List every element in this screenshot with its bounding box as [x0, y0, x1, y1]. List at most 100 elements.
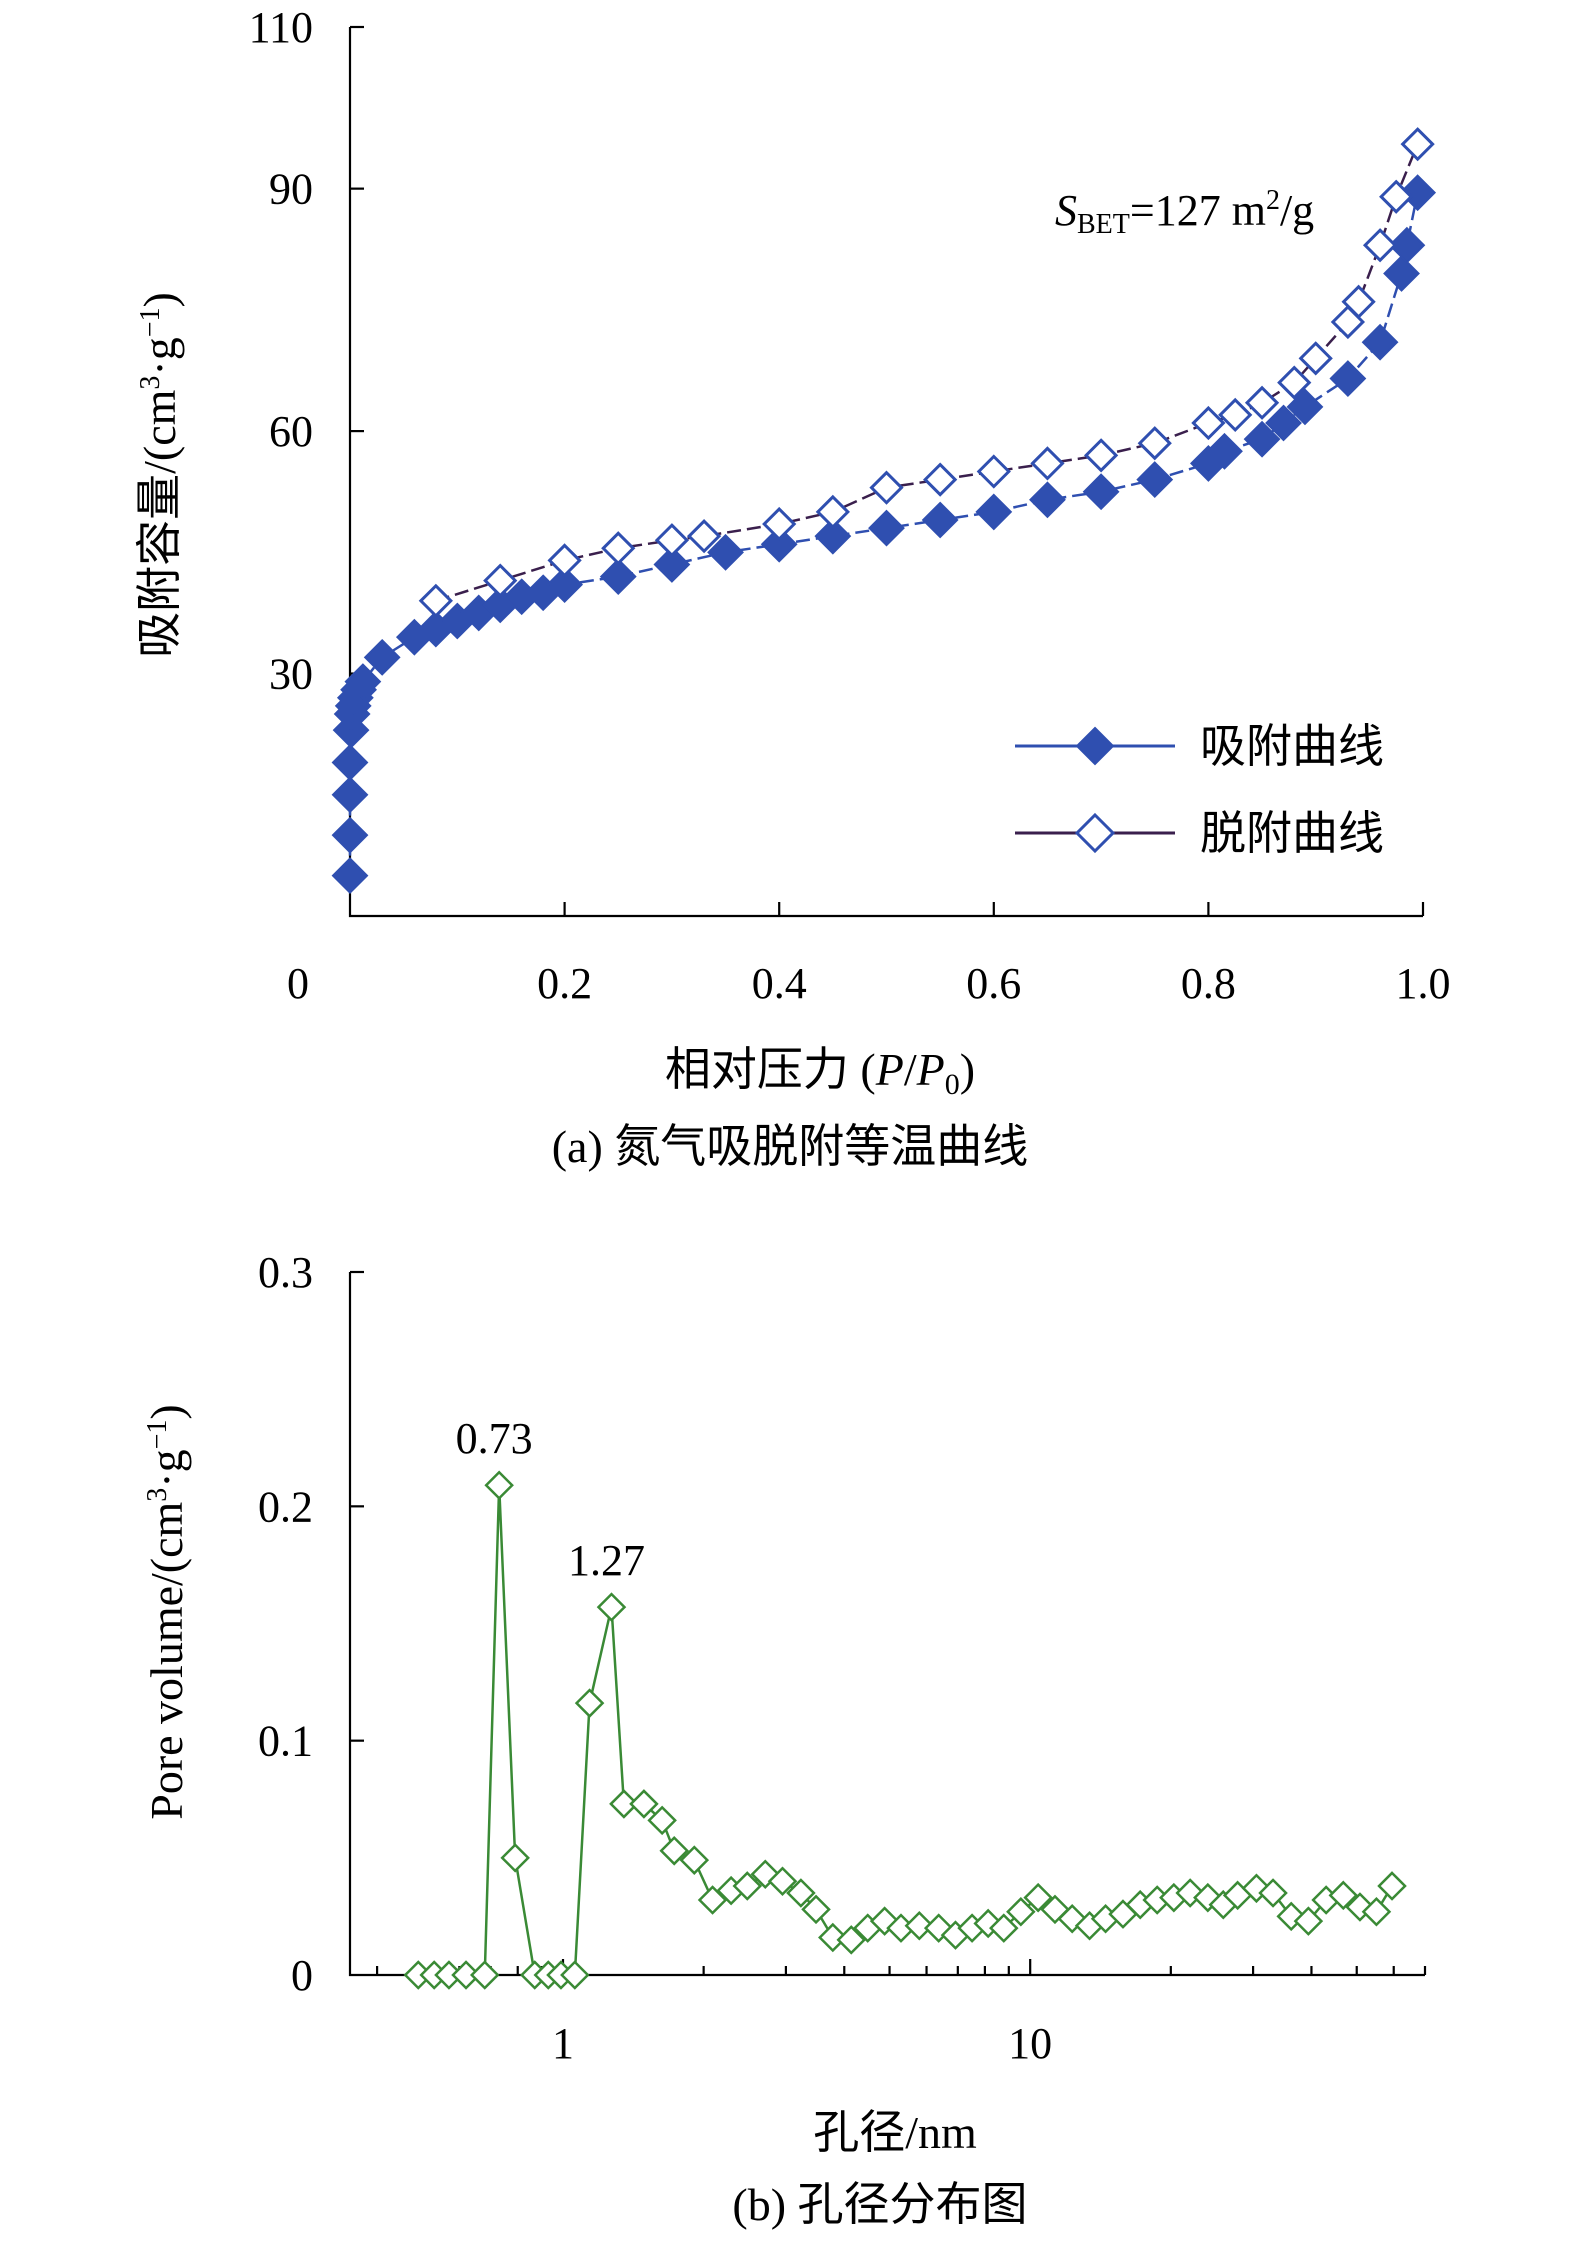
adsorption-point: [344, 663, 382, 701]
peak-label: 0.73: [456, 1414, 533, 1463]
pore-volume-point: [659, 1836, 689, 1866]
adsorption-point: [868, 509, 905, 547]
desorption-point: [1400, 127, 1435, 162]
x-tick-label: 0: [287, 959, 309, 1008]
adsorption-point: [1206, 432, 1243, 470]
pore-volume-point: [801, 1894, 831, 1925]
desorption-point: [1083, 438, 1119, 473]
pore-volume-point: [500, 1843, 530, 1873]
pore-y-title: Pore volume/(cm3·g−1): [141, 1404, 192, 1820]
pore-volume-point: [1361, 1896, 1392, 1927]
adsorption-point: [1329, 360, 1367, 397]
adsorption-point: [1383, 255, 1420, 292]
pore-volume-point: [647, 1805, 677, 1836]
adsorption-point: [1361, 323, 1399, 361]
pore-volume-point: [1258, 1878, 1288, 1908]
desorption-point: [976, 454, 1011, 489]
pore-volume-point: [1293, 1906, 1324, 1936]
adsorption-point: [1286, 388, 1324, 426]
pore-volume-point: [469, 1960, 500, 1990]
legend-marker-desorption: [1074, 812, 1116, 854]
adsorption-point: [546, 566, 584, 604]
pore-volume-point: [904, 1911, 935, 1941]
desorption-point: [1137, 426, 1172, 461]
isotherm-axes: [348, 27, 1423, 918]
desorption-point: [483, 563, 518, 598]
pore-y-ticks: 0 0.1 0.2 0.3: [258, 1248, 364, 2000]
desorption-point: [547, 543, 582, 578]
desorption-point: [686, 519, 722, 554]
adsorption-point: [331, 744, 369, 781]
desorption-point: [1277, 365, 1312, 400]
pore-x-title: 孔径/nm: [813, 2107, 977, 2158]
pore-volume-point: [973, 1908, 1003, 1939]
adsorption-point: [1136, 461, 1174, 498]
isotherm-lines: [348, 143, 1419, 876]
pore-volume-point: [679, 1845, 710, 1875]
legend-label-adsorption: 吸附曲线: [1200, 721, 1384, 772]
desorption-point: [815, 494, 850, 530]
pore-volume-point: [836, 1925, 867, 1955]
pore-volume-point: [1328, 1880, 1359, 1911]
isotherm-x-ticks: 0 0.2 0.4 0.6 0.8 1.0: [287, 902, 1451, 1008]
legend-label-desorption: 脱附曲线: [1200, 808, 1384, 859]
desorption-point: [1244, 385, 1280, 420]
pore-volume-point: [989, 1913, 1019, 1943]
isotherm-chart: 30 60 90 110 0 0.2 0.4 0.6 0.8 1.0 SBET=127 m2/g…: [134, 3, 1451, 1172]
y-tick-label: 110: [249, 3, 313, 52]
pore-volume-point: [1057, 1903, 1087, 1934]
isotherm-caption: (a) 氮气吸脱附等温曲线: [552, 1121, 1029, 1172]
desorption-point: [1191, 405, 1226, 441]
sbet-annotation: SBET=127 m2/g: [1055, 185, 1314, 240]
desorption-point: [1298, 341, 1333, 376]
desorption-point: [1341, 284, 1376, 319]
pore-volume-point: [732, 1871, 763, 1901]
adsorption-point: [921, 501, 959, 539]
pore-volume-point: [484, 1470, 514, 1501]
desorption-point: [1030, 446, 1065, 481]
pore-distribution-chart: 0 0.1 0.2 0.3 1 10 0.73 1.27 孔径/nm Pore volum…: [141, 1248, 1427, 2230]
y-tick-label: 0.1: [258, 1717, 313, 1766]
pore-volume-point: [609, 1789, 639, 1819]
adsorption-point: [653, 546, 691, 583]
pore-volume-point: [560, 1960, 590, 1990]
pore-x-ticks: 1 10: [375, 1959, 1427, 2068]
pore-caption: (b) 孔径分布图: [732, 2179, 1027, 2230]
pore-markers: [403, 1470, 1407, 1990]
pore-volume-point: [1006, 1896, 1036, 1927]
x-tick-label: 10: [1008, 2019, 1052, 2068]
desorption-point: [762, 506, 797, 542]
pore-axes: [348, 1272, 1425, 1977]
adsorption-point: [363, 638, 401, 676]
desorption-point: [1218, 397, 1253, 433]
pore-volume-point: [1040, 1894, 1070, 1925]
y-tick-label: 0: [291, 1951, 313, 2000]
x-tick-label: 1: [552, 2019, 574, 2068]
pore-volume-point: [697, 1885, 728, 1915]
x-tick-label: 0.8: [1181, 959, 1236, 1008]
desorption-point: [923, 462, 958, 497]
pore-volume-point: [786, 1878, 816, 1908]
y-tick-label: 0.2: [258, 1482, 313, 1531]
desorption-point: [601, 531, 636, 566]
adsorption-point: [331, 857, 369, 895]
pore-volume-point: [1377, 1871, 1407, 1901]
pore-volume-point: [1241, 1873, 1272, 1904]
adsorption-point: [331, 776, 369, 814]
adsorption-point: [707, 533, 744, 571]
pore-peak-annotations: 0.73 1.27: [456, 1414, 645, 1585]
y-tick-label: 60: [269, 407, 313, 456]
isotherm-legend: 吸附曲线 脱附曲线: [1015, 721, 1384, 859]
pore-volume-point: [574, 1688, 605, 1718]
isotherm-y-ticks: 30 60 90 110: [249, 3, 364, 699]
x-tick-label: 0.2: [537, 959, 592, 1008]
desorption-point: [1379, 179, 1414, 214]
isotherm-markers: [331, 127, 1437, 895]
pore-volume-point: [596, 1592, 627, 1622]
adsorption-point: [1388, 226, 1426, 264]
desorption-point: [869, 470, 904, 505]
adsorption-point: [1082, 473, 1120, 511]
peak-label: 1.27: [568, 1536, 645, 1585]
x-tick-label: 1.0: [1396, 959, 1451, 1008]
